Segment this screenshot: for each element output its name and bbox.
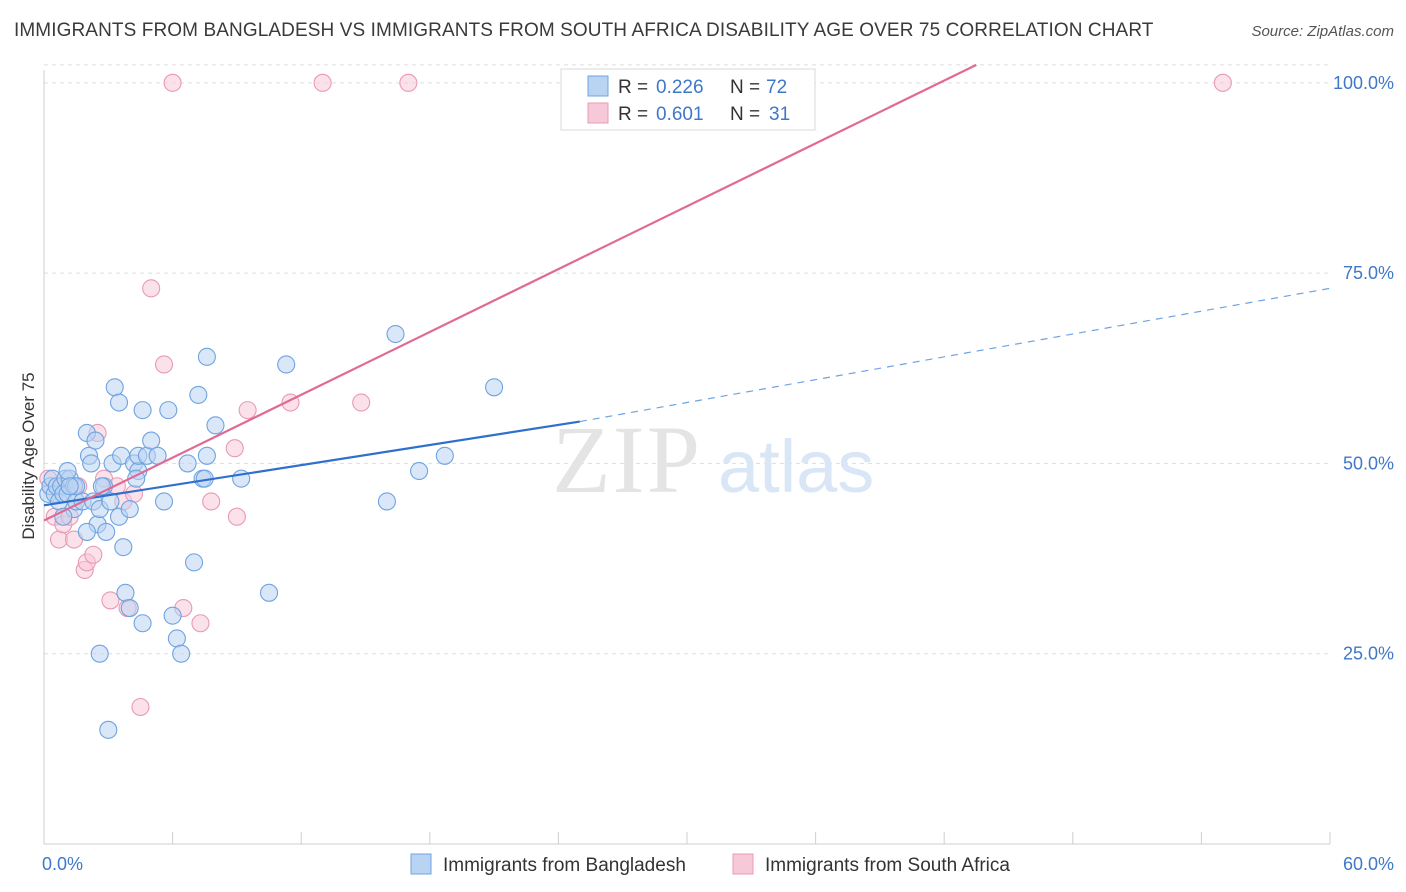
bangladesh-point [154,492,174,511]
south-africa-point [202,492,221,511]
south-africa-point [101,591,120,610]
bottom-legend-label-south-africa: Immigrants from South Africa [765,855,1010,876]
y-tick-labels: 25.0% 50.0% 75.0% 100.0% [1333,73,1394,664]
south-africa-point [163,73,182,92]
bottom-legend-swatch-bangladesh [410,853,432,875]
south-africa-point [1213,73,1232,92]
trend-line-bangladesh-extension [579,287,1331,423]
south-africa-point [191,614,210,633]
bangladesh-point [386,324,405,344]
bangladesh-point [86,431,105,450]
bangladesh-point [120,598,139,618]
bangladesh-point [197,446,216,465]
bangladesh-point [142,431,161,450]
bangladesh-point [435,446,454,465]
legend-r-label-south-africa: R = [618,104,648,125]
series-bangladesh-points [39,324,504,739]
bottom-legend-label-bangladesh: Immigrants from Bangladesh [443,855,686,876]
bangladesh-point [206,416,225,435]
bangladesh-point [114,538,133,557]
bangladesh-point [90,644,109,663]
legend-r-value-south-africa: 0.601 [656,104,704,125]
bangladesh-point [99,720,118,739]
bangladesh-point [120,500,139,519]
bangladesh-point [485,378,504,397]
bangladesh-point [189,385,208,404]
bangladesh-point [159,401,178,420]
south-africa-point [131,697,150,717]
south-africa-point [313,73,332,92]
bangladesh-point [178,454,197,473]
trend-line-bangladesh [43,420,581,507]
series-south-africa-points [39,73,1232,717]
y-tick-label: 100.0% [1333,73,1394,93]
south-africa-point [142,279,161,298]
y-tick-label: 75.0% [1343,263,1394,283]
south-africa-point [154,355,174,374]
trend-line-south-africa [43,63,977,522]
bangladesh-point [60,477,79,496]
legend-swatch-bangladesh [587,75,609,97]
bangladesh-point [410,461,429,481]
chart-title: IMMIGRANTS FROM BANGLADESH VS IMMIGRANTS… [14,20,1154,41]
bangladesh-point [101,492,120,511]
south-africa-point [399,73,418,92]
south-africa-point [124,484,144,503]
legend-r-value-bangladesh: 0.226 [656,77,704,98]
bangladesh-point [116,583,135,602]
bangladesh-point [377,492,396,511]
south-africa-point [84,545,103,564]
legend-r-label-bangladesh: R = [618,77,648,98]
bangladesh-point [197,347,216,366]
bottom-legend: Immigrants from Bangladesh Immigrants fr… [410,853,1010,876]
bangladesh-point [109,393,129,412]
watermark: ZIP atlas [552,406,874,513]
y-tick-label: 50.0% [1343,453,1394,473]
watermark-atlas: atlas [718,425,874,508]
south-africa-point [352,393,371,412]
legend-n-label-bangladesh: N = [730,77,760,98]
bangladesh-point [58,461,77,481]
bangladesh-point [133,401,152,420]
legend: R = 0.226 N = 72 R = 0.601 N = 31 [560,68,816,131]
trend-lines [43,63,1331,522]
x-tick-label-max: 60.0% [1343,854,1394,874]
legend-n-value-bangladesh: 72 [766,77,787,98]
bangladesh-point [97,522,116,541]
y-axis-title: Disability Age Over 75 [19,372,38,539]
bangladesh-point [259,583,279,602]
bangladesh-point [105,378,124,397]
grid-lines [44,64,1330,655]
bangladesh-point [77,522,96,541]
legend-n-value-south-africa: 31 [769,104,790,125]
watermark-zip: ZIP [552,406,702,513]
bottom-legend-swatch-south-africa [732,853,754,875]
bangladesh-point [167,629,186,648]
south-africa-point [225,439,244,458]
x-ticks [43,832,1331,844]
source-label: Source: ZipAtlas.com [1251,23,1394,40]
bangladesh-point [133,614,152,633]
legend-n-label-south-africa: N = [730,104,760,125]
south-africa-point [238,401,257,420]
bangladesh-point [184,553,204,572]
south-africa-point [49,530,69,549]
bangladesh-point [163,606,182,625]
y-tick-label: 25.0% [1343,644,1394,664]
legend-swatch-south-africa [587,102,609,124]
bangladesh-point [277,355,296,374]
bangladesh-point [172,644,191,663]
south-africa-point [227,507,246,526]
bangladesh-point [82,454,101,473]
x-tick-label-min: 0.0% [42,854,83,874]
